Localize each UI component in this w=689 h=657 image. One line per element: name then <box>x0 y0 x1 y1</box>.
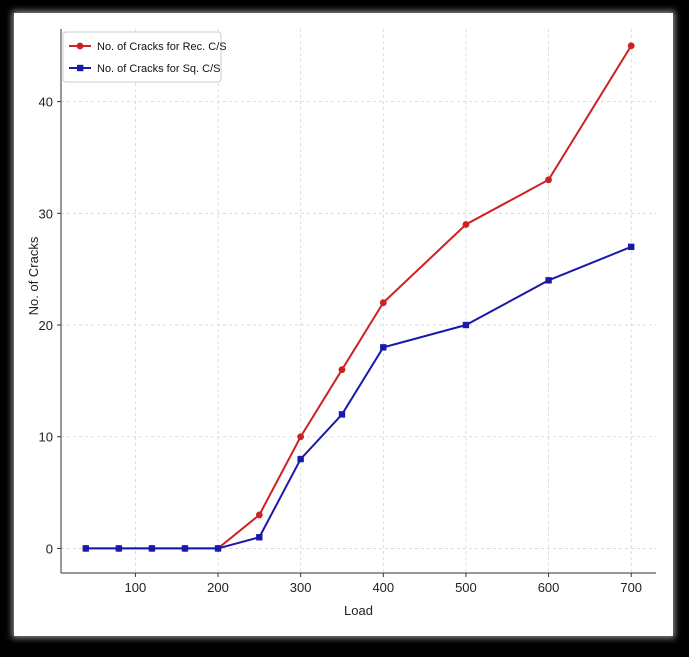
legend-box <box>62 31 222 83</box>
data-point <box>462 221 470 228</box>
data-point <box>256 534 263 541</box>
legend-label: No. of Cracks for Rec. C/S <box>97 41 227 53</box>
legend-item: No. of Cracks for Sq. C/S <box>69 63 220 75</box>
y-tick-label: 40 <box>39 95 53 110</box>
data-point <box>338 411 346 418</box>
series-1 <box>82 42 635 552</box>
legend-item: No. of Cracks for Rec. C/S <box>69 41 227 53</box>
data-point <box>297 433 305 441</box>
data-point <box>380 344 387 351</box>
legend: No. of Cracks for Rec. C/S No. of Cracks … <box>62 31 227 83</box>
legend-marker <box>76 42 84 50</box>
series <box>82 42 635 552</box>
series-2 <box>82 243 635 552</box>
x-axis-label: Load <box>344 603 373 618</box>
x-tick-label: 200 <box>207 580 229 595</box>
data-point <box>148 545 156 552</box>
chart-frame: 100 200 300 400 500 600 700 0 10 20 30 40 Load No. … <box>14 13 673 636</box>
x-tick-label: 700 <box>620 580 642 595</box>
data-point <box>82 545 89 552</box>
legend-label: No. of Cracks for Sq. C/S <box>97 63 220 75</box>
y-tick-label: 30 <box>39 206 53 221</box>
data-point <box>338 366 346 374</box>
x-tick-label: 400 <box>372 580 394 595</box>
data-point <box>545 176 552 184</box>
tick-labels: 100 200 300 400 500 600 700 0 10 20 30 40 <box>39 95 643 595</box>
data-point <box>297 455 304 463</box>
x-tick-label: 300 <box>290 580 312 595</box>
y-axis-label: No. of Cracks <box>26 236 41 315</box>
line-chart: 100 200 300 400 500 600 700 0 10 20 30 40 Load No. … <box>26 29 656 618</box>
data-point <box>255 511 263 519</box>
legend-marker <box>77 64 84 72</box>
y-tick-label: 0 <box>46 541 53 556</box>
data-point <box>628 243 635 251</box>
x-tick-label: 500 <box>455 580 477 595</box>
data-point <box>627 42 635 50</box>
data-point <box>462 321 470 329</box>
data-point <box>214 545 222 552</box>
y-tick-label: 10 <box>39 430 53 445</box>
y-tick-label: 20 <box>39 318 53 333</box>
data-point <box>545 277 552 284</box>
grid <box>61 29 656 573</box>
data-point <box>181 545 189 552</box>
series-line <box>85 245 632 550</box>
data-point <box>379 299 387 307</box>
y-axis-label-wrap: No. of Cracks <box>26 236 41 315</box>
x-tick-label: 600 <box>538 580 560 595</box>
x-tick-label: 100 <box>125 580 147 595</box>
data-point <box>115 545 123 552</box>
series-line <box>85 45 633 550</box>
axes <box>57 29 656 577</box>
